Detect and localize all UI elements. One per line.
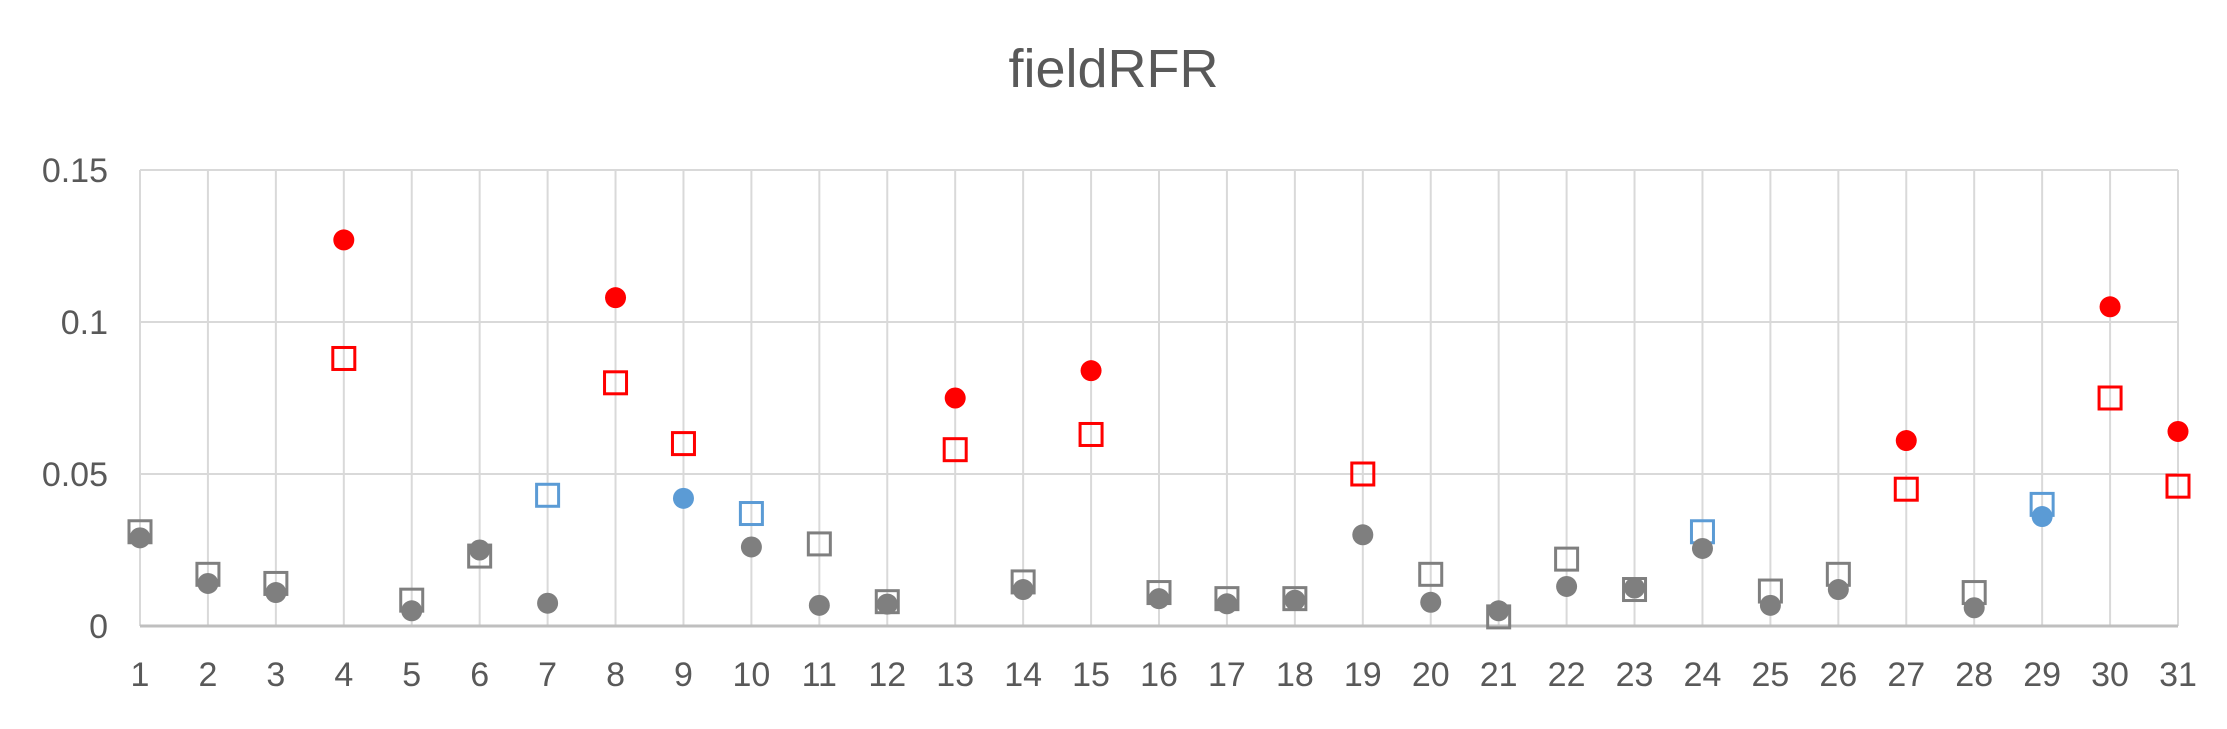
square-marker bbox=[1350, 461, 1376, 487]
x-tick-label: 15 bbox=[1072, 656, 1110, 694]
x-tick-label: 13 bbox=[936, 656, 974, 694]
x-tick-label: 2 bbox=[198, 656, 217, 694]
x-tick-label: 4 bbox=[334, 656, 353, 694]
x-tick-label: 6 bbox=[470, 656, 489, 694]
circle-marker bbox=[1420, 591, 1442, 613]
circle-marker bbox=[605, 287, 627, 309]
circle-marker bbox=[740, 536, 762, 558]
square-marker bbox=[2097, 385, 2123, 411]
x-tick-label: 11 bbox=[802, 656, 837, 694]
x-tick-label: 21 bbox=[1480, 656, 1518, 694]
x-tick-label: 14 bbox=[1004, 656, 1042, 694]
square-marker bbox=[1078, 421, 1104, 447]
x-tick-label: 3 bbox=[266, 656, 285, 694]
circle-marker bbox=[1080, 360, 1102, 382]
y-tick-label: 0 bbox=[89, 608, 108, 646]
data-points bbox=[127, 229, 2191, 630]
square-marker bbox=[1418, 561, 1444, 587]
square-marker bbox=[2165, 473, 2191, 499]
circle-marker bbox=[672, 487, 694, 509]
x-tick-label: 22 bbox=[1548, 656, 1586, 694]
x-tick-label: 30 bbox=[2091, 656, 2129, 694]
circle-marker bbox=[1216, 593, 1238, 615]
circle-marker bbox=[1488, 600, 1510, 622]
x-tick-label: 29 bbox=[2023, 656, 2061, 694]
x-tick-label: 19 bbox=[1344, 656, 1382, 694]
gridlines bbox=[139, 169, 2179, 626]
circle-marker bbox=[333, 229, 355, 251]
x-tick-label: 9 bbox=[674, 656, 693, 694]
x-tick-label: 1 bbox=[131, 656, 150, 694]
circle-marker bbox=[1624, 577, 1646, 599]
y-tick-labels: 0 0.05 0.1 0.15 bbox=[42, 152, 108, 646]
x-tick-label: 10 bbox=[732, 656, 770, 694]
y-tick-label: 0.05 bbox=[42, 456, 108, 494]
circle-marker bbox=[2099, 296, 2121, 318]
circle-marker bbox=[469, 539, 491, 561]
x-tick-label: 31 bbox=[2159, 656, 2197, 694]
square-marker bbox=[535, 482, 561, 508]
circle-marker bbox=[197, 572, 219, 594]
x-tick-label: 8 bbox=[606, 656, 625, 694]
x-tick-label: 18 bbox=[1276, 656, 1314, 694]
x-tick-label: 27 bbox=[1887, 656, 1925, 694]
y-tick-label: 0.15 bbox=[42, 152, 108, 190]
square-marker bbox=[670, 431, 696, 457]
square-marker bbox=[738, 501, 764, 527]
x-tick-labels: 1 2 3 4 5 6 7 8 9 10 11 12 13 14 15 16 17 18 19 20 21 22 23 24 2… bbox=[131, 656, 2197, 694]
x-tick-label: 16 bbox=[1140, 656, 1178, 694]
circle-marker bbox=[1012, 579, 1034, 601]
circle-marker bbox=[129, 527, 151, 549]
square-marker bbox=[331, 345, 357, 371]
circle-marker bbox=[876, 593, 898, 615]
circle-marker bbox=[1148, 588, 1170, 610]
circle-marker bbox=[1284, 589, 1306, 611]
square-marker bbox=[603, 370, 629, 396]
circle-marker bbox=[1963, 597, 1985, 619]
circle-marker bbox=[1827, 579, 1849, 601]
circle-marker bbox=[1352, 524, 1374, 546]
circle-marker bbox=[537, 592, 559, 614]
x-tick-label: 5 bbox=[402, 656, 421, 694]
square-marker bbox=[1554, 546, 1580, 572]
chart-title: fieldRFR bbox=[1008, 39, 1219, 99]
square-marker bbox=[1893, 476, 1919, 502]
circle-marker bbox=[1895, 430, 1917, 452]
square-marker bbox=[942, 437, 968, 463]
circle-marker bbox=[808, 594, 830, 616]
square-marker bbox=[806, 531, 832, 557]
x-tick-label: 23 bbox=[1616, 656, 1654, 694]
circle-marker bbox=[2167, 420, 2189, 442]
circle-marker bbox=[1759, 594, 1781, 616]
y-tick-label: 0.1 bbox=[61, 304, 108, 342]
circle-marker bbox=[265, 582, 287, 604]
x-tick-label: 26 bbox=[1819, 656, 1857, 694]
x-tick-label: 17 bbox=[1208, 656, 1246, 694]
circle-marker bbox=[2031, 506, 2053, 528]
circle-marker bbox=[1556, 575, 1578, 597]
x-tick-label: 20 bbox=[1412, 656, 1450, 694]
circle-marker bbox=[401, 600, 423, 622]
x-tick-label: 12 bbox=[868, 656, 906, 694]
circle-marker bbox=[944, 387, 966, 409]
x-tick-label: 7 bbox=[538, 656, 557, 694]
x-tick-label: 28 bbox=[1955, 656, 1993, 694]
x-tick-label: 25 bbox=[1751, 656, 1789, 694]
circle-marker bbox=[1691, 537, 1713, 559]
x-tick-label: 24 bbox=[1684, 656, 1722, 694]
